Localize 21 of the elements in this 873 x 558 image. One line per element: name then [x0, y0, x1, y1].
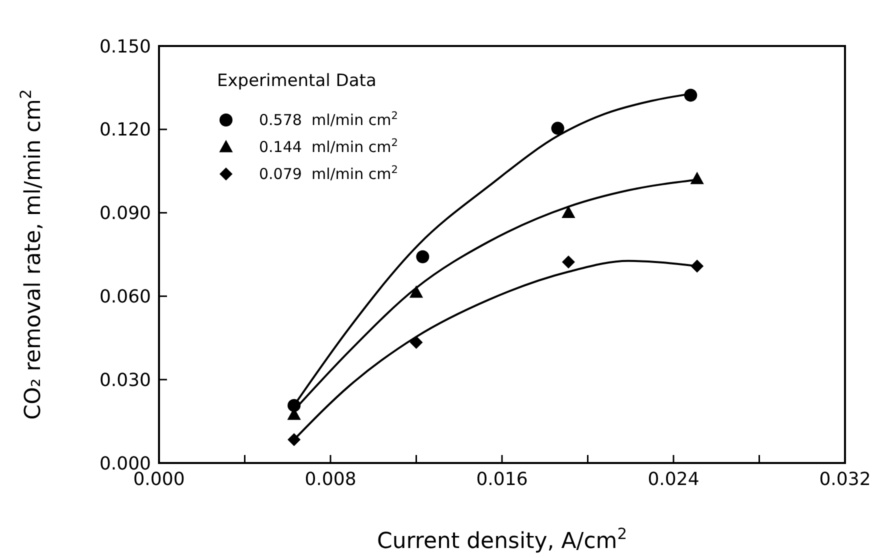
point: [562, 256, 575, 269]
x-tick-label: 0.032: [819, 469, 871, 490]
x-axis-title: Current density, A/cm$^{2}$: [376, 525, 628, 554]
x-tick-label: 0.008: [304, 469, 356, 490]
y-tick-label: 0.030: [99, 370, 151, 391]
legend-label: 0.079 ml/min cm$^{2}$: [259, 164, 398, 183]
legend-label: 0.144 ml/min cm$^{2}$: [259, 137, 398, 156]
y-tick-label: 0.150: [99, 36, 151, 58]
legend-label: 0.578 ml/min cm$^{2}$: [259, 110, 398, 129]
point: [410, 336, 423, 349]
point: [416, 250, 430, 264]
y-tick-label: 0.120: [99, 120, 151, 141]
point: [409, 285, 424, 298]
point: [562, 206, 576, 218]
legend-title: Experimental Data: [217, 71, 376, 91]
point: [684, 88, 698, 102]
y-tick-label: 0.060: [99, 286, 151, 308]
point: [551, 122, 564, 135]
x-tick-label: 0.024: [648, 469, 700, 490]
y-tick-label: 0.090: [99, 203, 151, 224]
x-tick-label: 0.016: [476, 469, 528, 490]
